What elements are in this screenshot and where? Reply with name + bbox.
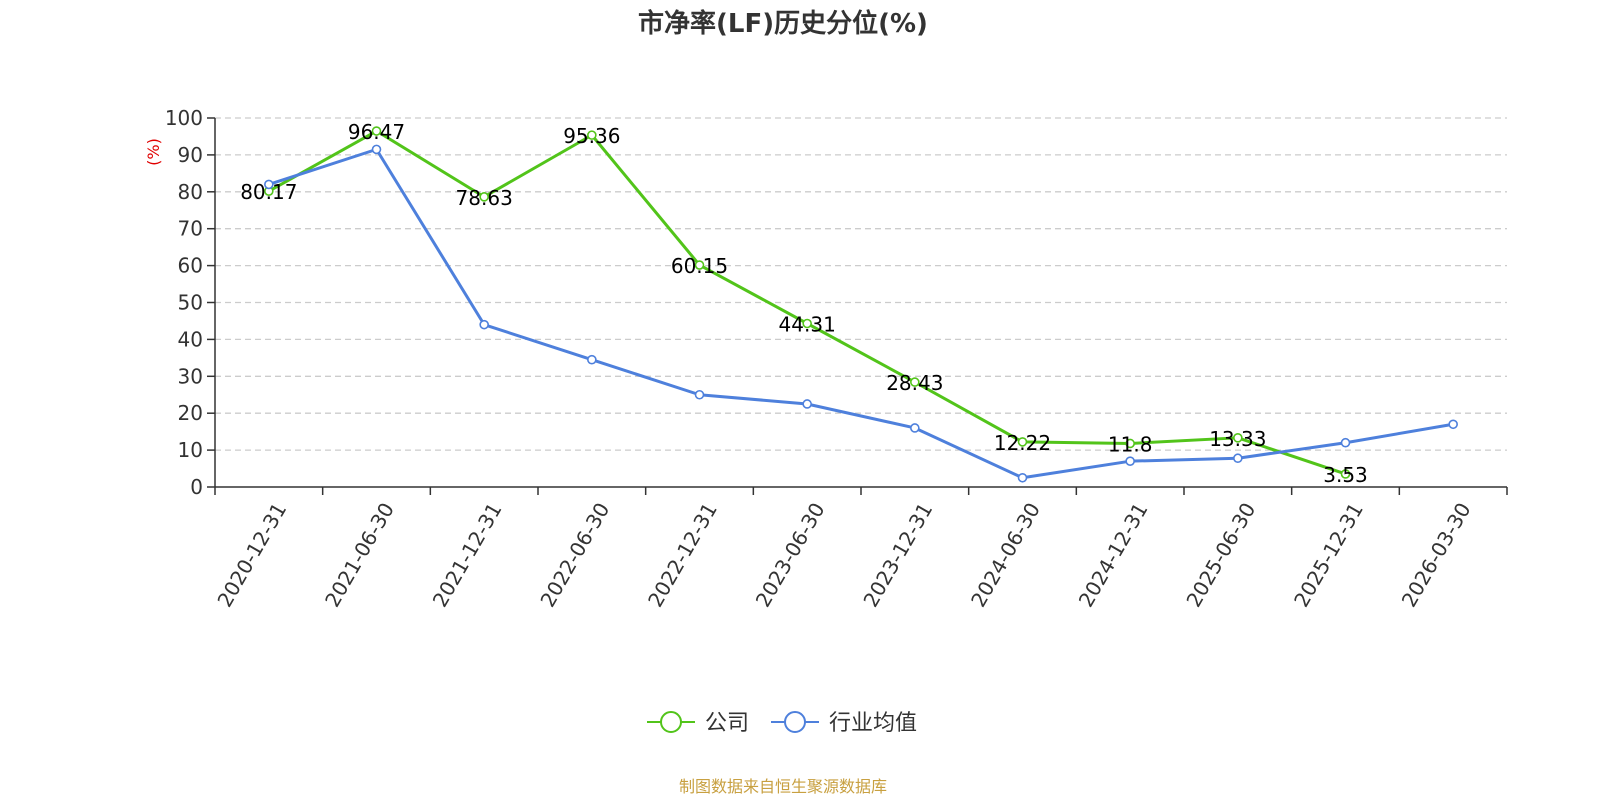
x-tick-label: 2023-06-30	[751, 499, 830, 612]
x-tick-label: 2021-12-31	[428, 498, 507, 611]
data-point-0	[479, 192, 489, 202]
x-tick-label: 2021-06-30	[320, 499, 399, 612]
data-point-1	[1017, 472, 1028, 483]
data-point-1	[1125, 456, 1135, 466]
data-point-1	[910, 423, 920, 433]
legend-label: 行业均值	[829, 711, 917, 736]
data-point-1	[1448, 419, 1458, 430]
x-tick-label: 2025-06-30	[1181, 499, 1260, 612]
data-labels: 80.17 96.47 78.63 95.36 60.15 44.31 28.43 12.22…	[240, 120, 1368, 487]
y-tick-label: 90	[178, 143, 203, 167]
data-point-0	[587, 130, 597, 140]
data-point-0	[1340, 469, 1351, 479]
data-point-0	[694, 260, 705, 270]
x-tick-label: 2022-06-30	[535, 499, 614, 612]
y-tick-label: 60	[178, 254, 203, 278]
data-point-0	[1125, 438, 1135, 449]
source-note: 制图数据来自恒生聚源数据库	[679, 777, 887, 796]
y-tick-label: 20	[178, 401, 203, 425]
grid-lines	[215, 117, 1507, 451]
x-tick-label: 2020-12-31	[212, 499, 291, 612]
y-tick-label: 70	[178, 217, 203, 241]
x-tick-label: 2024-12-31	[1074, 499, 1153, 612]
data-label: 80.17	[240, 180, 297, 204]
data-point-1	[1340, 437, 1351, 448]
data-point-1	[264, 179, 274, 190]
legend-item-1[interactable]: 行业均值	[771, 711, 917, 736]
x-tick-label: 2025-12-31	[1289, 499, 1368, 612]
data-point-0	[1017, 437, 1028, 447]
data-label: 3.53	[1323, 463, 1368, 487]
data-point-0	[371, 126, 382, 136]
data-label: 12.22	[994, 431, 1051, 455]
data-point-1	[587, 354, 597, 365]
data-point-1	[802, 399, 812, 409]
data-point-1	[694, 389, 705, 400]
y-tick-label: 10	[178, 438, 203, 462]
data-label: 44.31	[779, 312, 836, 336]
legend-item-0[interactable]: 公司	[647, 711, 749, 736]
data-point-0	[910, 377, 920, 387]
y-tick-label: 40	[178, 327, 203, 351]
legend[interactable]: 公司 行业均值	[647, 711, 917, 736]
data-label: 11.8	[1108, 432, 1153, 456]
data-label: 60.15	[671, 254, 728, 278]
data-point-1	[1233, 453, 1243, 464]
y-tick-label: 80	[178, 180, 203, 204]
y-tick-label: 50	[178, 291, 203, 315]
data-label: 96.47	[348, 120, 405, 144]
data-label: 28.43	[886, 371, 943, 395]
series-line-1	[268, 147, 1454, 480]
x-tick-label: 2023-12-31	[858, 498, 937, 611]
y-axis-unit-label: (%)	[144, 138, 163, 166]
y-tick-label: 30	[178, 364, 203, 388]
legend-marker-icon	[784, 711, 806, 733]
legend-marker-icon	[660, 711, 682, 733]
y-tick-label: 0	[190, 475, 203, 499]
data-point-0	[1233, 433, 1243, 443]
x-tick-label: 2026-03-30	[1397, 499, 1476, 612]
legend-label: 公司	[705, 711, 749, 736]
series-lines	[264, 126, 1458, 483]
axes: 0 10 20 30 40 50 60 70 80 90 100 2020-12-31 2021-06-…	[165, 106, 1508, 612]
data-point-0	[802, 318, 812, 329]
data-point-1	[479, 319, 489, 330]
data-label: 78.63	[456, 186, 513, 210]
x-tick-label: 2024-06-30	[966, 499, 1045, 612]
data-label: 95.36	[563, 124, 620, 148]
x-tick-label: 2022-12-31	[643, 499, 722, 612]
data-point-1	[371, 144, 382, 155]
data-label: 13.33	[1209, 427, 1266, 451]
chart-title: 市净率(LF)历史分位(%)	[638, 8, 928, 39]
y-tick-label: 100	[165, 106, 203, 130]
